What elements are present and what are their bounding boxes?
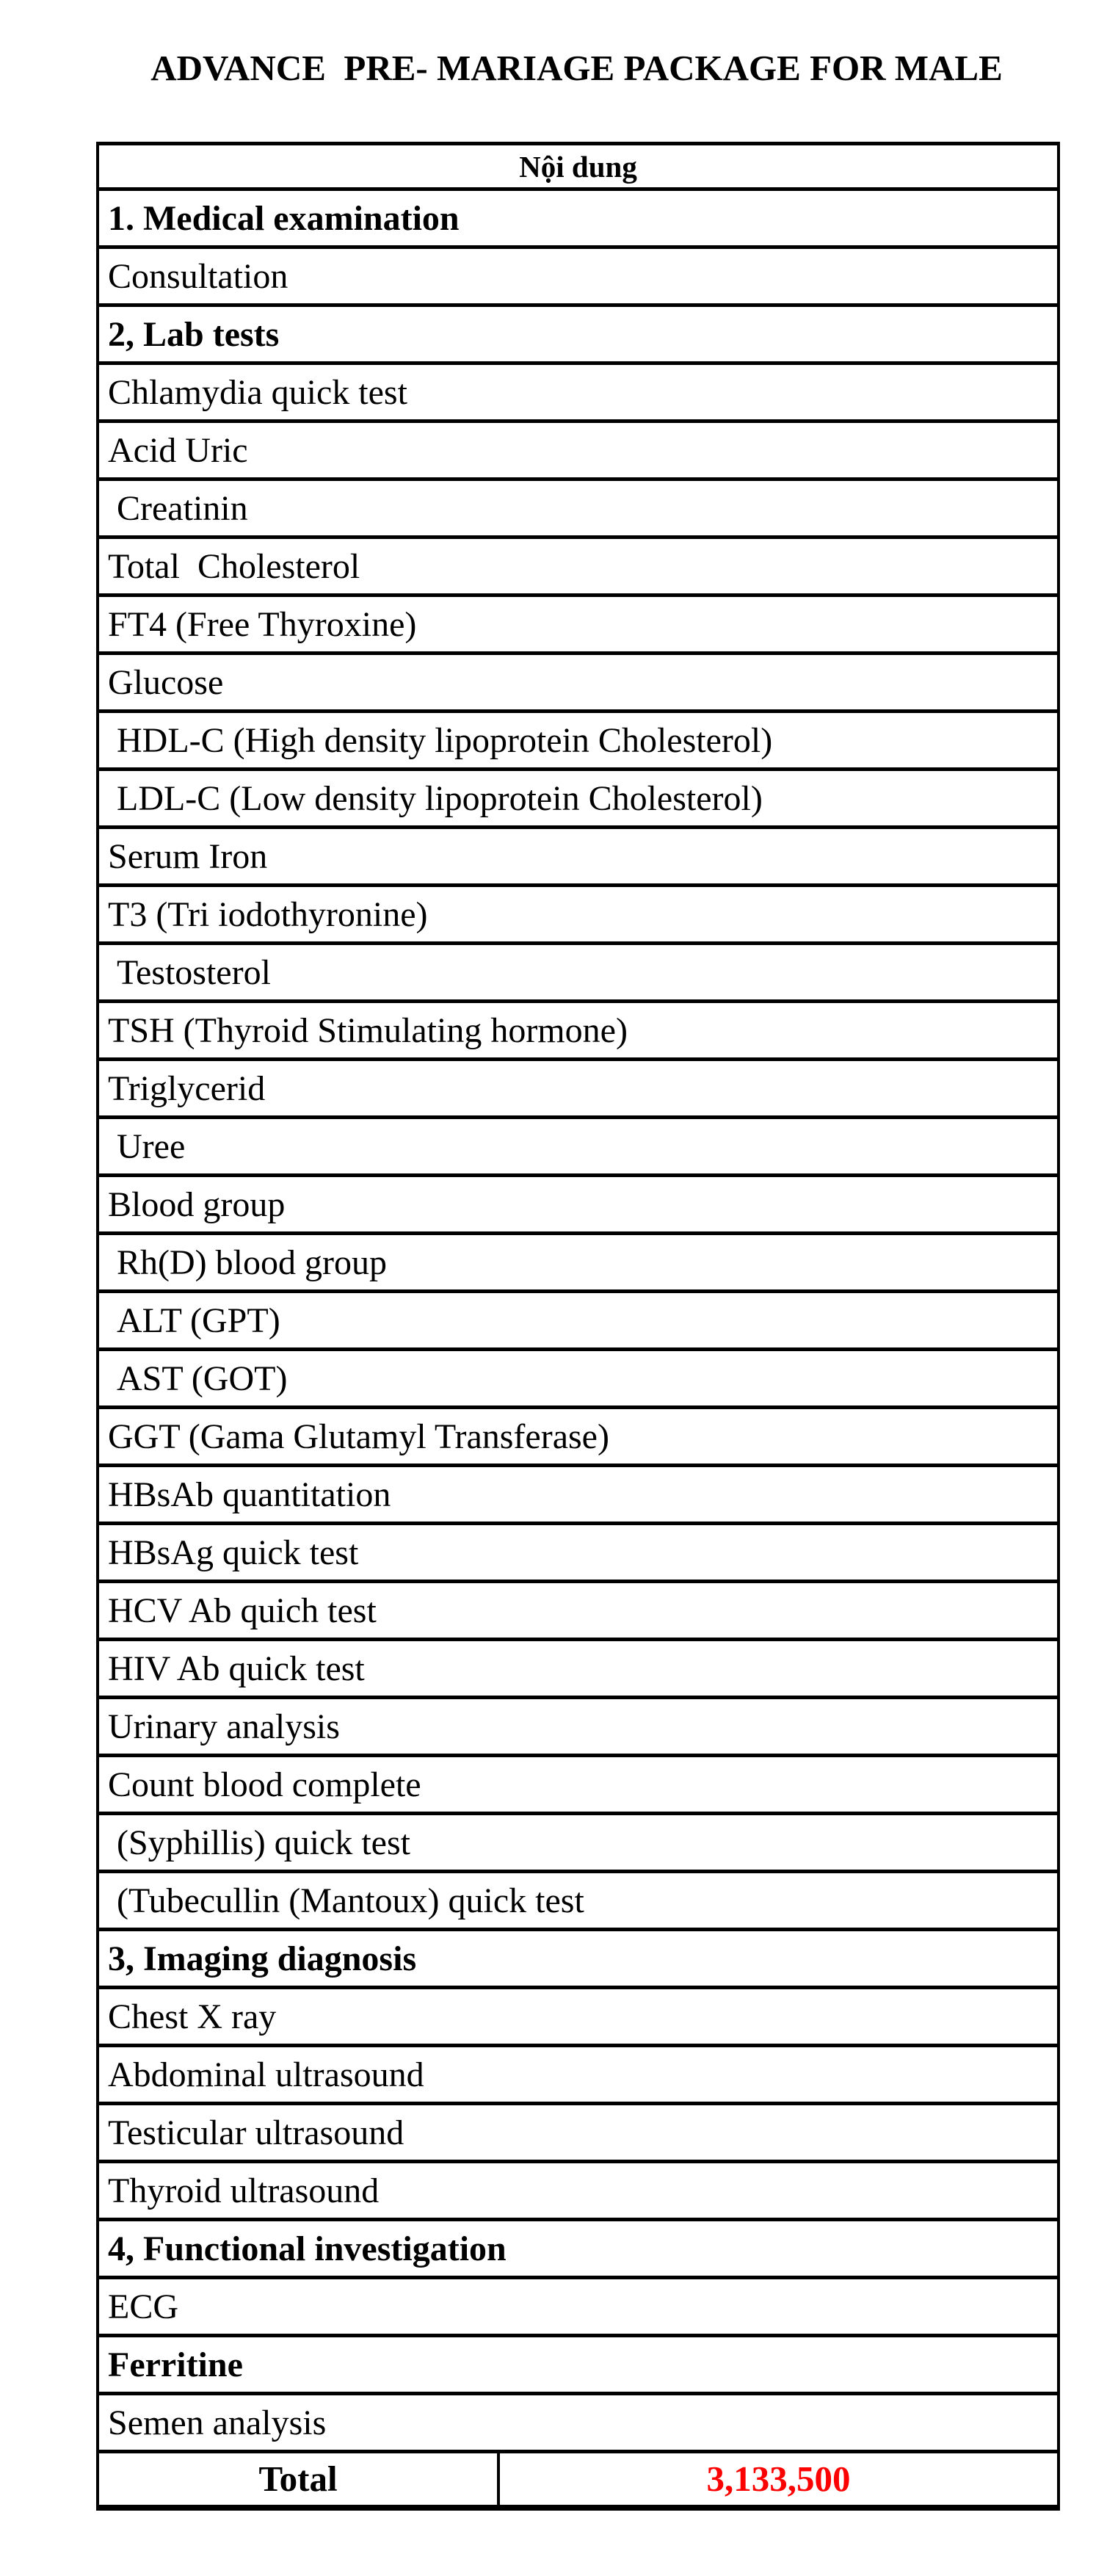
row-label: Testosterol [95, 941, 1061, 1003]
row-label: 1. Medical examination [95, 187, 1061, 249]
row-label: Testicular ultrasound [95, 2102, 1061, 2163]
row-label: Count blood complete [95, 1754, 1061, 1815]
row-label: (Syphillis) quick test [95, 1812, 1061, 1873]
row-label: HCV Ab quich test [95, 1580, 1061, 1641]
row-label: Chlamydia quick test [95, 361, 1061, 423]
row-label: HIV Ab quick test [95, 1638, 1061, 1699]
table-row: 4, Functional investigation [95, 2218, 1061, 2279]
table-row: Ferritine [95, 2334, 1061, 2395]
row-label: ECG [95, 2276, 1061, 2337]
table-row: HDL-C (High density lipoprotein Choleste… [95, 709, 1061, 771]
row-label: Uree [95, 1115, 1061, 1177]
table-row: Urinary analysis [95, 1696, 1061, 1757]
row-label: Total Cholesterol [95, 535, 1061, 597]
table-row: Acid Uric [95, 419, 1061, 481]
table-row: Rh(D) blood group [95, 1231, 1061, 1293]
table-row: Creatinin [95, 477, 1061, 539]
total-label: Total [96, 2450, 500, 2509]
table-row: AST (GOT) [95, 1347, 1061, 1409]
row-label: Consultation [95, 245, 1061, 307]
table-row: Semen analysis [95, 2392, 1061, 2453]
table-row: TSH (Thyroid Stimulating hormone) [95, 999, 1061, 1061]
table-row: Thyroid ultrasound [95, 2160, 1061, 2221]
row-label: 2, Lab tests [95, 303, 1061, 365]
table-row: ECG [95, 2276, 1061, 2337]
table-row: HIV Ab quick test [95, 1638, 1061, 1699]
row-label: HBsAg quick test [95, 1522, 1061, 1583]
row-label: Triglycerid [95, 1057, 1061, 1119]
table-row: Chest X ray [95, 1986, 1061, 2047]
table-row: Count blood complete [95, 1754, 1061, 1815]
table-row: ALT (GPT) [95, 1289, 1061, 1351]
row-label: HBsAb quantitation [95, 1464, 1061, 1525]
row-label: Serum Iron [95, 825, 1061, 887]
table-row: LDL-C (Low density lipoprotein Cholester… [95, 767, 1061, 829]
total-amount: 3,133,500 [496, 2450, 1061, 2509]
table-row: Blood group [95, 1173, 1061, 1235]
table-row: FT4 (Free Thyroxine) [95, 593, 1061, 655]
table-row: Glucose [95, 651, 1061, 713]
row-label: TSH (Thyroid Stimulating hormone) [95, 999, 1061, 1061]
total-row: Total 3,133,500 [96, 2450, 1061, 2509]
row-label: Abdominal ultrasound [95, 2044, 1061, 2105]
row-label: FT4 (Free Thyroxine) [95, 593, 1061, 655]
table-row: Consultation [95, 245, 1061, 307]
row-label: Glucose [95, 651, 1061, 713]
table-row: Triglycerid [95, 1057, 1061, 1119]
table-row: (Syphillis) quick test [95, 1812, 1061, 1873]
row-label: Chest X ray [95, 1986, 1061, 2047]
row-label: GGT (Gama Glutamyl Transferase) [95, 1405, 1061, 1467]
row-label: LDL-C (Low density lipoprotein Cholester… [95, 767, 1061, 829]
table-row: 2, Lab tests [95, 303, 1061, 365]
row-label: AST (GOT) [95, 1347, 1061, 1409]
table-row: Serum Iron [95, 825, 1061, 887]
row-label: T3 (Tri iodothyronine) [95, 883, 1061, 945]
row-label: ALT (GPT) [95, 1289, 1061, 1351]
package-table: Nội dung 1. Medical examination Consulta… [95, 142, 1061, 2511]
table-row: Testosterol [95, 941, 1061, 1003]
row-label: Creatinin [95, 477, 1061, 539]
row-label: HDL-C (High density lipoprotein Choleste… [95, 709, 1061, 771]
table-row: (Tubecullin (Mantoux) quick test [95, 1870, 1061, 1931]
row-label: Urinary analysis [95, 1696, 1061, 1757]
table-row: Chlamydia quick test [95, 361, 1061, 423]
table-row: Abdominal ultrasound [95, 2044, 1061, 2105]
table-row: 3, Imaging diagnosis [95, 1928, 1061, 1989]
table-row: Uree [95, 1115, 1061, 1177]
column-header-noi-dung: Nội dung [95, 142, 1061, 191]
row-label: Blood group [95, 1173, 1061, 1235]
page-title: ADVANCE PRE- MARIAGE PACKAGE FOR MALE [150, 48, 1003, 88]
table-row: HBsAg quick test [95, 1522, 1061, 1583]
row-label: Rh(D) blood group [95, 1231, 1061, 1293]
table-row: HCV Ab quich test [95, 1580, 1061, 1641]
table-row: T3 (Tri iodothyronine) [95, 883, 1061, 945]
row-label: Semen analysis [95, 2392, 1061, 2453]
row-label: Thyroid ultrasound [95, 2160, 1061, 2221]
table-body: 1. Medical examination Consultation 2, L… [95, 187, 1061, 2453]
table-row: Total Cholesterol [95, 535, 1061, 597]
row-label: 3, Imaging diagnosis [95, 1928, 1061, 1989]
row-label: Ferritine [95, 2334, 1061, 2395]
table-row: 1. Medical examination [95, 187, 1061, 249]
table-row: GGT (Gama Glutamyl Transferase) [95, 1405, 1061, 1467]
table-row: Testicular ultrasound [95, 2102, 1061, 2163]
table-header-row: Nội dung [95, 142, 1061, 191]
row-label: 4, Functional investigation [95, 2218, 1061, 2279]
row-label: Acid Uric [95, 419, 1061, 481]
table-row: HBsAb quantitation [95, 1464, 1061, 1525]
row-label: (Tubecullin (Mantoux) quick test [95, 1870, 1061, 1931]
